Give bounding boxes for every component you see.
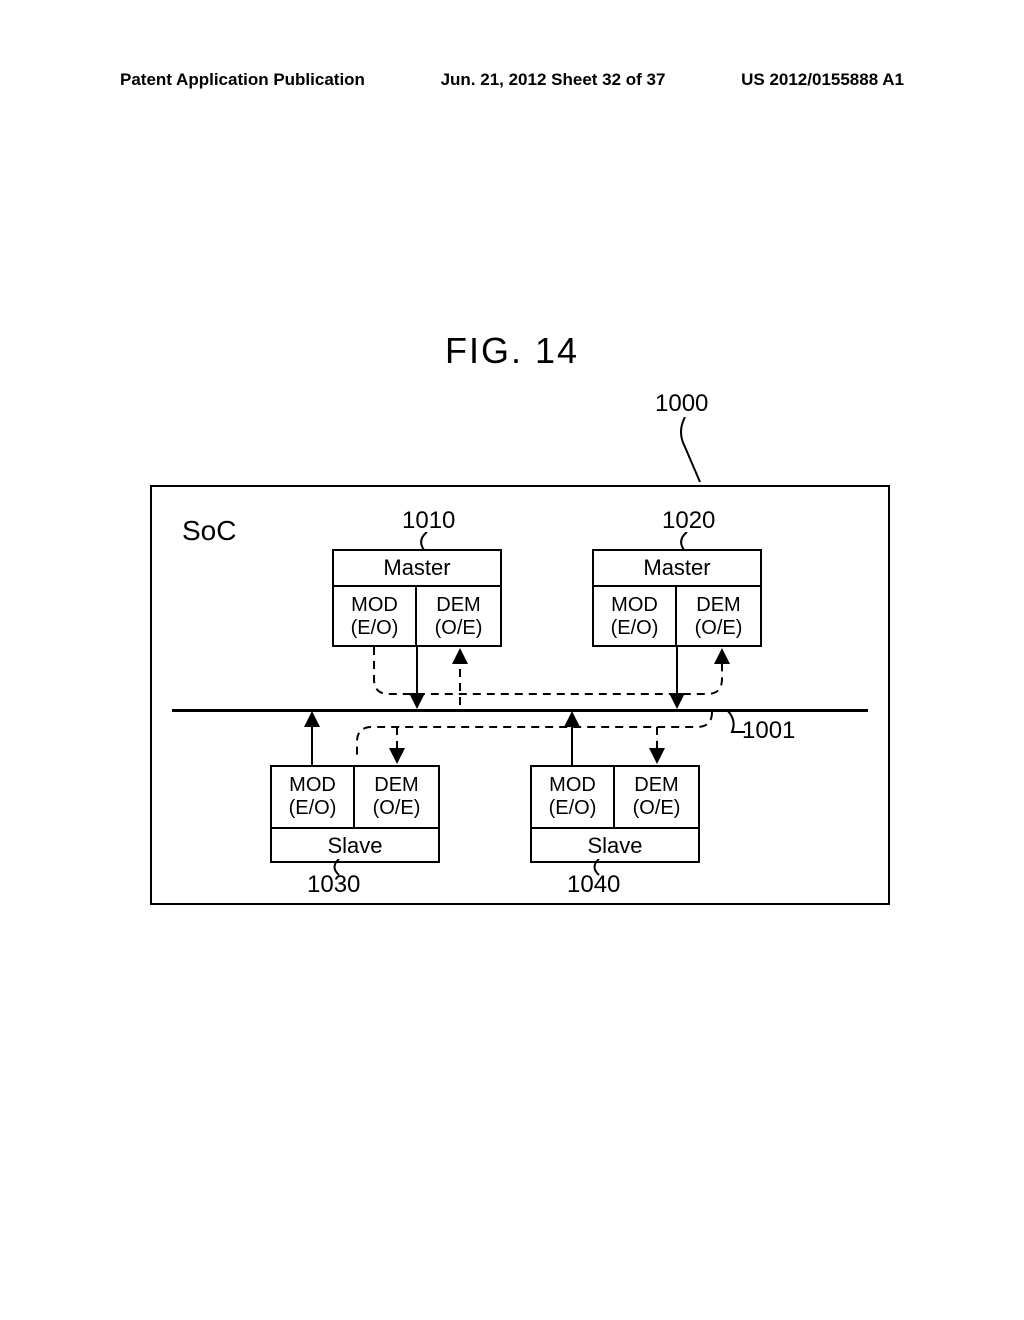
header-left: Patent Application Publication xyxy=(120,70,365,90)
ref-1000-label: 1000 xyxy=(655,390,708,418)
arrows-svg xyxy=(152,487,888,903)
leader-1000 xyxy=(675,417,715,487)
header-right: US 2012/0155888 A1 xyxy=(741,70,904,90)
header-center: Jun. 21, 2012 Sheet 32 of 37 xyxy=(441,70,666,90)
figure-title: FIG. 14 xyxy=(0,330,1024,372)
diagram: 1000 SoC 1010 1020 Master MOD (E/O) xyxy=(150,430,890,930)
page-header: Patent Application Publication Jun. 21, … xyxy=(120,70,904,90)
page: Patent Application Publication Jun. 21, … xyxy=(0,0,1024,1320)
soc-box: SoC 1010 1020 Master MOD (E/O) DE xyxy=(150,485,890,905)
